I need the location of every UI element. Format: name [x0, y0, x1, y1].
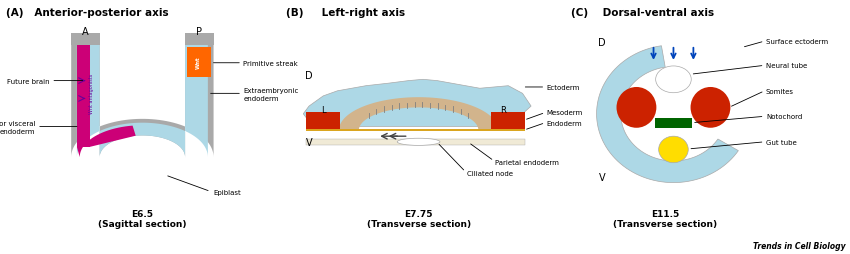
Polygon shape — [597, 46, 739, 183]
Text: E7.75
(Transverse section): E7.75 (Transverse section) — [366, 209, 471, 228]
Text: Neural tube: Neural tube — [766, 63, 808, 69]
Text: A: A — [82, 27, 88, 37]
Text: endoderm: endoderm — [243, 96, 279, 102]
FancyBboxPatch shape — [186, 48, 211, 77]
Ellipse shape — [616, 88, 656, 128]
Text: Endoderm: Endoderm — [547, 120, 582, 126]
Text: Somites: Somites — [766, 88, 794, 94]
Text: D: D — [305, 71, 313, 81]
Text: Mesoderm: Mesoderm — [547, 110, 583, 116]
Text: V: V — [599, 173, 605, 183]
Polygon shape — [655, 118, 692, 128]
Text: L: L — [321, 106, 326, 115]
Text: Wnt: Wnt — [196, 56, 201, 69]
Text: Surface ectoderm: Surface ectoderm — [766, 39, 828, 45]
Text: (B)     Left-right axis: (B) Left-right axis — [286, 8, 405, 18]
Polygon shape — [339, 98, 498, 131]
Polygon shape — [71, 43, 213, 157]
Polygon shape — [76, 126, 136, 157]
Ellipse shape — [397, 139, 440, 146]
Text: Ectoderm: Ectoderm — [547, 85, 580, 91]
Text: Trends in Cell Biology: Trends in Cell Biology — [753, 241, 846, 250]
Text: Parietal endoderm: Parietal endoderm — [496, 159, 559, 165]
Polygon shape — [491, 113, 525, 131]
Text: Future brain: Future brain — [7, 78, 50, 84]
Text: E11.5
(Transverse section): E11.5 (Transverse section) — [613, 209, 717, 228]
Text: D: D — [598, 38, 606, 48]
Text: (A)   Anterior-posterior axis: (A) Anterior-posterior axis — [6, 8, 168, 18]
Circle shape — [659, 137, 688, 163]
Ellipse shape — [655, 67, 691, 93]
FancyBboxPatch shape — [71, 34, 99, 46]
Text: E6.5
(Sagittal section): E6.5 (Sagittal section) — [98, 209, 187, 228]
Text: P: P — [196, 27, 202, 37]
Text: endoderm: endoderm — [0, 129, 36, 135]
Text: Epiblast: Epiblast — [213, 189, 241, 195]
Text: V: V — [306, 138, 312, 148]
Text: Notochord: Notochord — [766, 114, 802, 120]
Polygon shape — [76, 43, 208, 157]
Polygon shape — [76, 43, 90, 147]
Polygon shape — [306, 130, 525, 132]
Text: Anterior visceral: Anterior visceral — [0, 120, 36, 126]
Polygon shape — [303, 80, 531, 127]
Text: Primitive streak: Primitive streak — [243, 60, 298, 67]
Text: R: R — [500, 106, 506, 115]
Ellipse shape — [690, 88, 730, 128]
Text: (C)    Dorsal-ventral axis: (C) Dorsal-ventral axis — [571, 8, 714, 18]
Polygon shape — [306, 140, 525, 145]
Polygon shape — [306, 113, 340, 131]
Text: Wnt antagonists: Wnt antagonists — [89, 74, 94, 114]
Text: Gut tube: Gut tube — [766, 139, 796, 145]
Text: Extraembryonic: Extraembryonic — [243, 87, 299, 93]
Text: Ciliated node: Ciliated node — [467, 170, 513, 176]
FancyBboxPatch shape — [185, 34, 213, 46]
